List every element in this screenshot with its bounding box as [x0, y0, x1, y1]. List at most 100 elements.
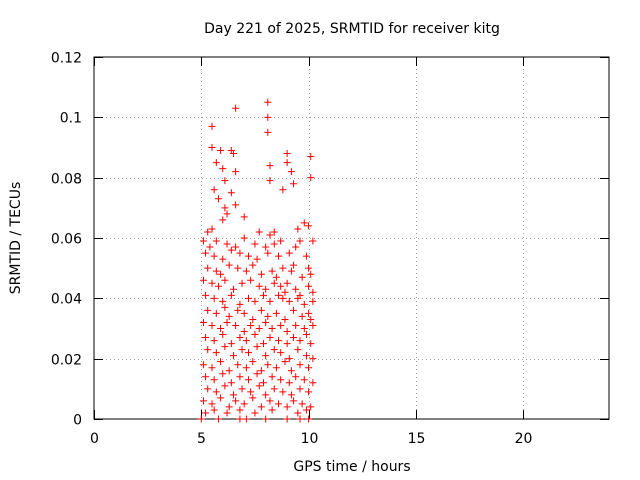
data-point [290, 397, 298, 405]
data-point [249, 261, 257, 269]
data-point [219, 255, 227, 263]
data-point [266, 297, 274, 305]
data-points [197, 98, 317, 423]
data-point [240, 213, 248, 221]
data-point [234, 361, 242, 369]
data-point [242, 337, 250, 345]
data-point [309, 297, 317, 305]
data-point [275, 400, 283, 408]
plot-frame [93, 56, 610, 420]
data-point [309, 379, 317, 387]
data-point [238, 385, 246, 393]
data-point [279, 294, 287, 302]
data-point [262, 243, 270, 251]
data-point [285, 249, 293, 257]
data-point [217, 147, 225, 155]
data-point [225, 367, 233, 375]
data-point [283, 150, 291, 158]
data-point [309, 355, 317, 363]
data-point [227, 340, 235, 348]
data-point [305, 264, 313, 272]
data-point [253, 343, 261, 351]
data-point [227, 246, 235, 254]
data-point [268, 267, 276, 275]
data-point [232, 168, 240, 176]
data-point [219, 370, 227, 378]
data-point [268, 406, 276, 414]
data-point [270, 385, 278, 393]
data-point [305, 388, 313, 396]
data-point [298, 273, 306, 281]
data-point [266, 162, 274, 170]
data-point [242, 267, 250, 275]
data-point [264, 113, 272, 121]
data-point [236, 334, 244, 342]
data-point [229, 150, 237, 158]
data-point [305, 309, 313, 317]
data-point [262, 391, 270, 399]
data-point [296, 337, 304, 345]
data-point [199, 397, 207, 405]
data-point [212, 237, 220, 245]
data-point [238, 279, 246, 287]
data-point [208, 321, 216, 329]
data-point [275, 252, 283, 260]
data-point [199, 361, 207, 369]
data-point [255, 382, 263, 390]
data-point [298, 400, 306, 408]
data-point [210, 337, 218, 345]
data-point [307, 153, 315, 161]
data-point [272, 273, 280, 281]
y-tick-label: 0 [73, 413, 82, 429]
data-point [272, 364, 280, 372]
data-point [270, 240, 278, 248]
data-point [307, 174, 315, 182]
data-point [283, 340, 291, 348]
data-point [223, 210, 231, 218]
data-point [257, 270, 265, 278]
data-point [281, 358, 289, 366]
data-point [249, 394, 257, 402]
data-point [305, 364, 313, 372]
data-point [264, 98, 272, 106]
data-point [309, 321, 317, 329]
data-point [287, 267, 295, 275]
data-point [277, 321, 285, 329]
x-tick-label: 15 [408, 431, 426, 447]
data-point [232, 201, 240, 209]
data-point [251, 297, 259, 305]
data-point [217, 325, 225, 332]
data-point [221, 303, 229, 311]
data-point [199, 276, 207, 284]
data-point [202, 373, 210, 381]
data-point [296, 415, 304, 423]
data-point [219, 297, 227, 305]
data-point [219, 165, 227, 173]
data-point [262, 352, 270, 360]
data-point [257, 306, 265, 314]
data-point [225, 312, 233, 320]
data-point [277, 349, 285, 357]
data-point [247, 276, 255, 284]
data-point [240, 309, 248, 317]
data-point [287, 168, 295, 176]
data-point [251, 331, 259, 339]
data-point [283, 403, 291, 411]
data-point [208, 364, 216, 372]
data-point [210, 376, 218, 384]
x-tick-label: 5 [197, 431, 206, 447]
data-point [210, 252, 218, 260]
data-point [202, 249, 210, 257]
data-point [232, 104, 240, 112]
data-point [255, 228, 263, 236]
data-point [283, 328, 291, 336]
chart-title: Day 221 of 2025, SRMTID for receiver kit… [204, 21, 500, 37]
data-point [307, 270, 315, 278]
data-point [307, 315, 315, 323]
data-point [290, 334, 298, 342]
data-point [270, 279, 278, 287]
data-point [266, 397, 274, 405]
data-point [238, 346, 246, 354]
data-point [208, 279, 216, 287]
data-point [221, 276, 229, 284]
